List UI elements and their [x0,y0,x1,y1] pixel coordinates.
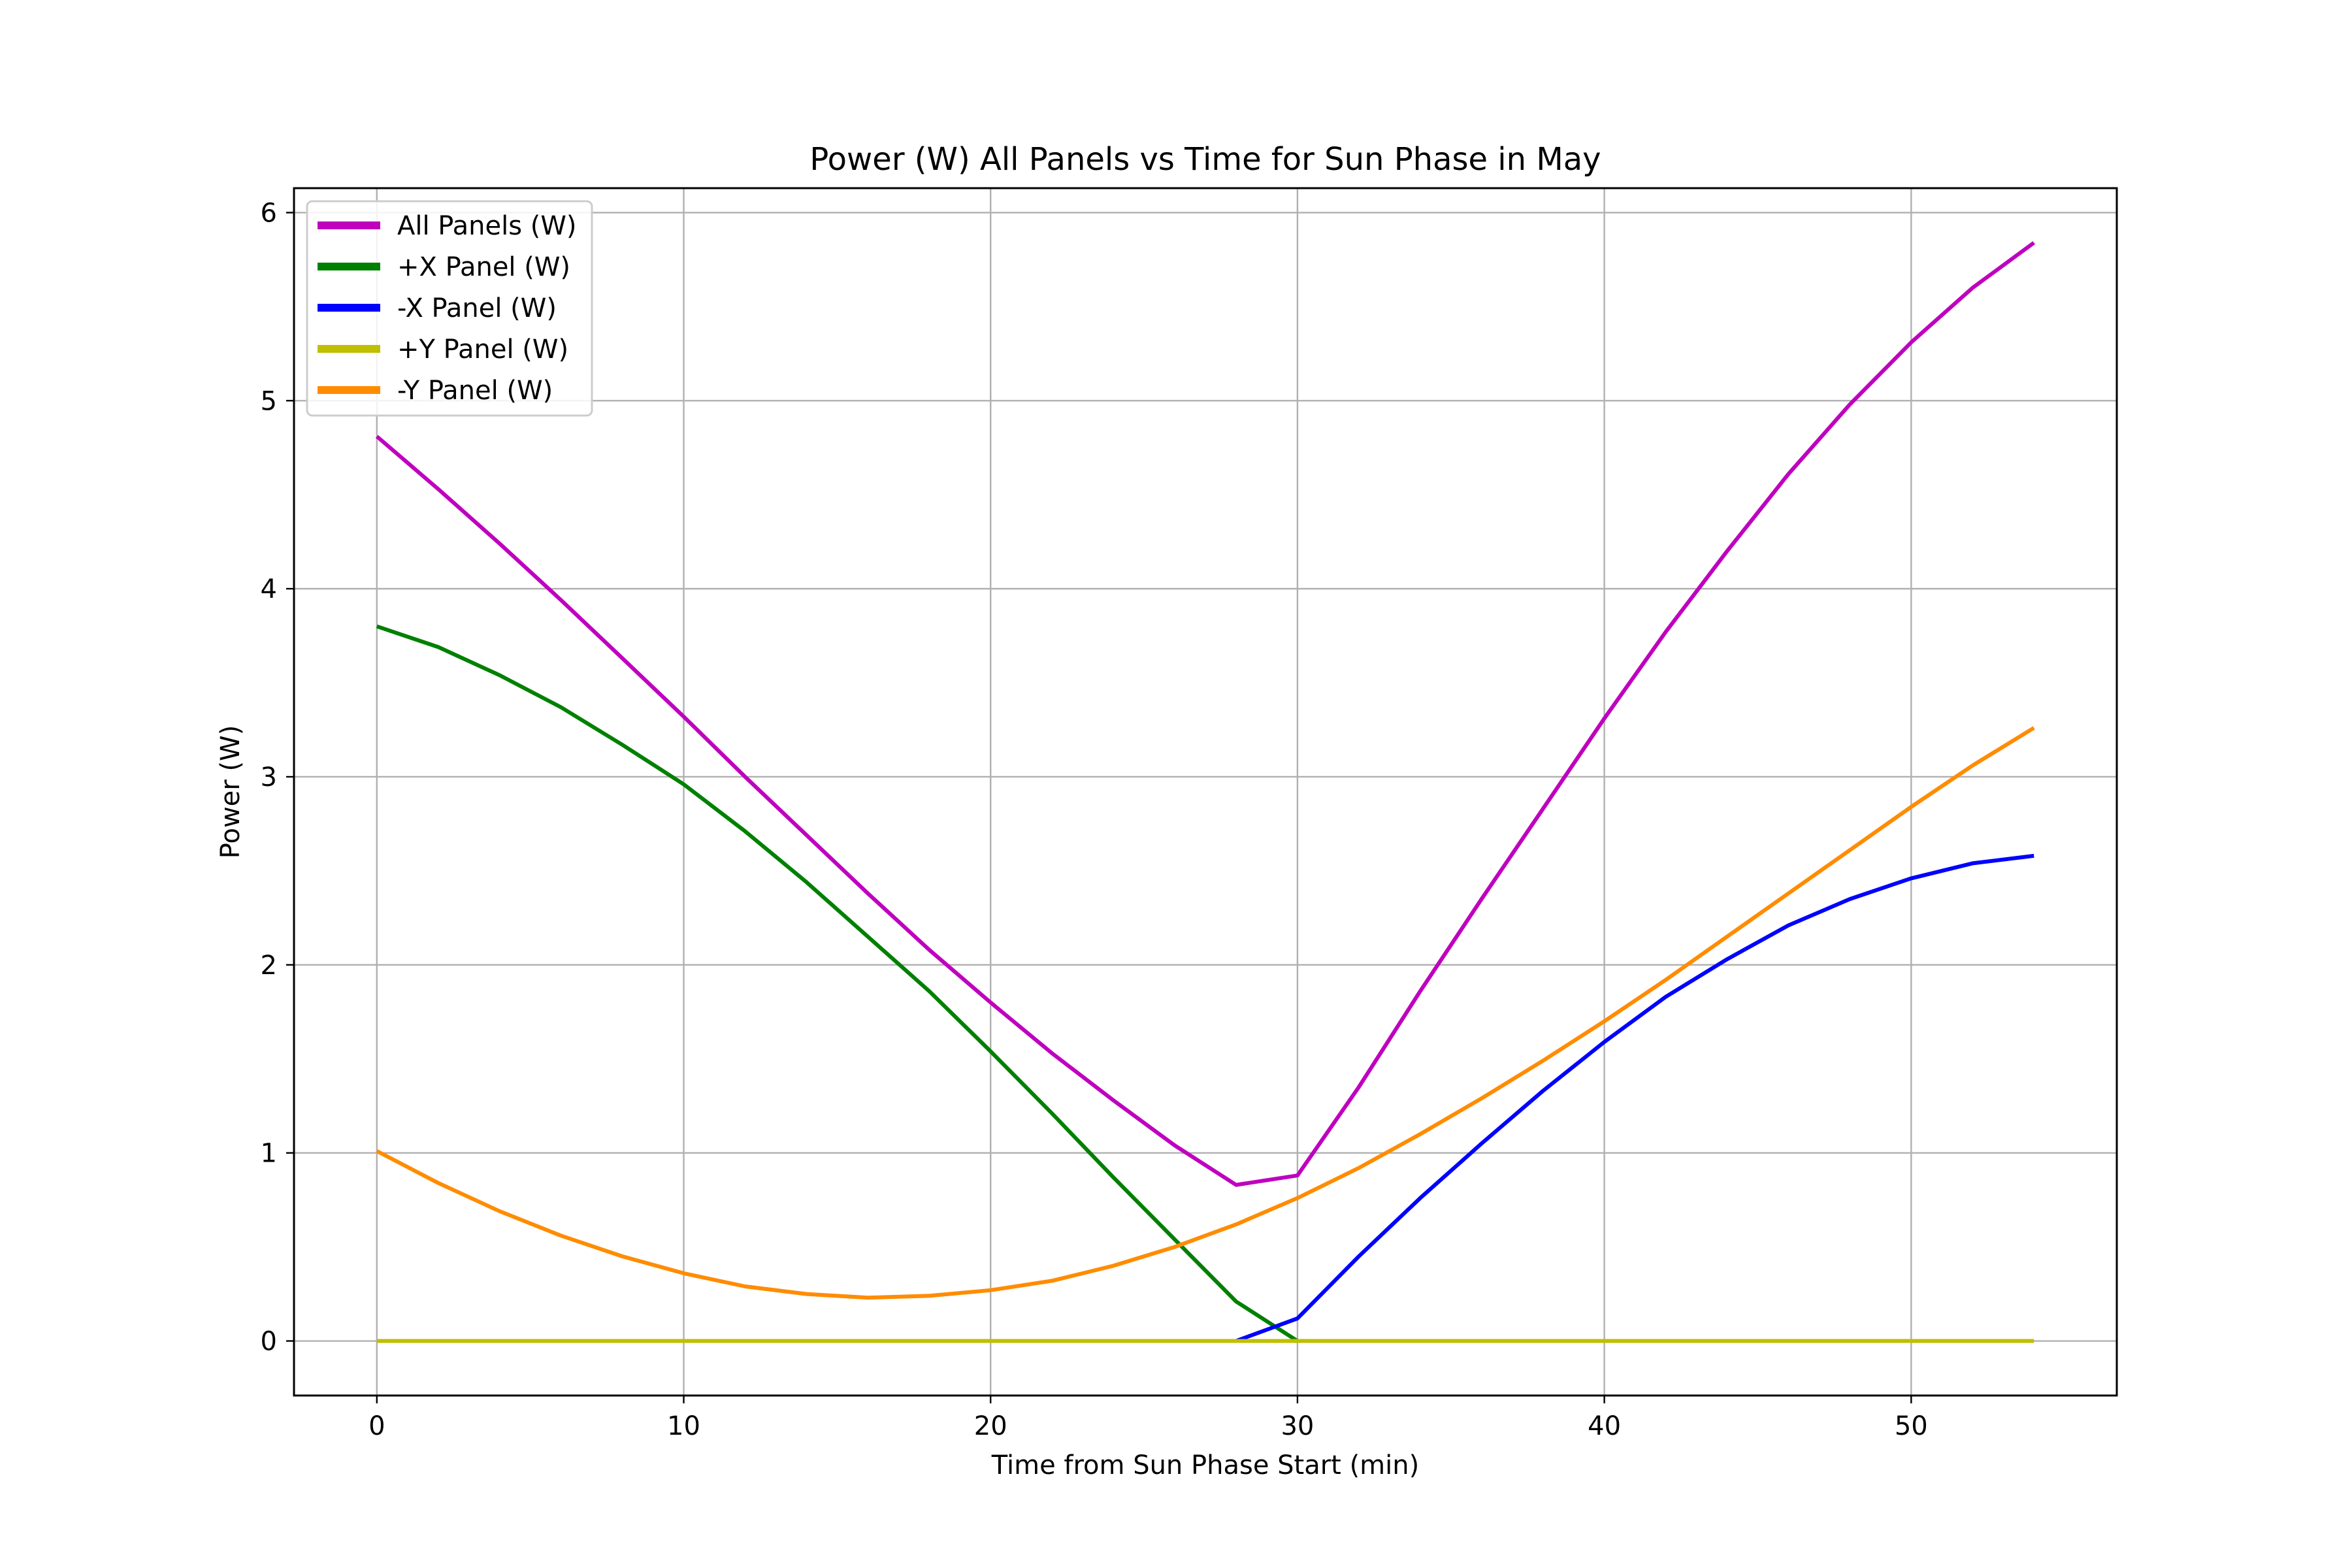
y-tick-label: 2 [261,951,277,981]
plot-frame [293,187,2118,1397]
x-tick-label: 50 [1895,1411,1928,1441]
series-lines [375,241,2035,1343]
y-axis-label: Power (W) [216,725,246,858]
y-tick-label: 0 [261,1327,277,1357]
x-tick-label: 10 [667,1411,700,1441]
legend-label-x-panel-w: -X Panel (W) [397,293,557,323]
series-line-x-panel-w [1235,853,2034,1343]
legend-label-y-panel-w: -Y Panel (W) [397,376,553,406]
x-tick-label: 20 [974,1411,1007,1441]
y-tick-label: 6 [261,198,277,228]
series-line-all-panels-w [375,241,2035,1187]
legend-box [306,200,593,417]
legend-label-y-panel-w: +Y Panel (W) [397,335,568,365]
y-tick-label: 3 [261,762,277,792]
grid [294,188,2117,1396]
axis-ticks: 0 10 20 30 40 50 0 1 2 3 4 5 6 [261,198,1928,1441]
y-tick-label: 5 [261,386,277,416]
legend-label-all-panels-w: All Panels (W) [397,211,577,241]
series-line-x-panel-w [376,624,1299,1343]
legend-entries: All Panels (W) +X Panel (W) -X Panel (W) +Y… [318,211,577,406]
y-tick-label: 1 [261,1139,277,1169]
series-line-y-panel-w [376,726,2035,1300]
x-axis-label: Time from Sun Phase Start (min) [991,1450,1419,1480]
x-tick-label: 30 [1281,1411,1314,1441]
y-tick-label: 4 [261,574,277,604]
x-tick-label: 40 [1588,1411,1621,1441]
legend: All Panels (W) +X Panel (W) -X Panel (W) +Y… [306,200,593,417]
chart-title: Power (W) All Panels vs Time for Sun Pha… [809,141,1601,178]
x-tick-label: 0 [368,1411,385,1441]
legend-label-x-panel-w: +X Panel (W) [397,252,570,282]
